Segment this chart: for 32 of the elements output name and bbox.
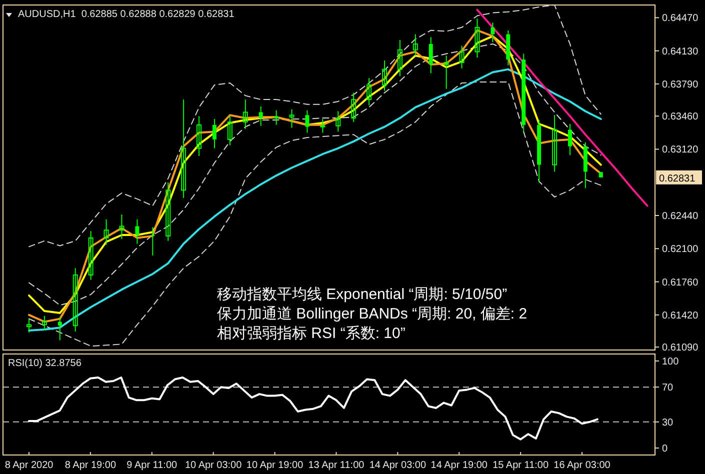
- y-tick-label: 0.64470: [662, 13, 699, 24]
- y-tick-label: 0.62440: [662, 211, 699, 222]
- x-tick-label: 8 Apr 19:00: [64, 460, 116, 471]
- annotation: 相对强弱指标 RSI “系数: 10”: [217, 325, 406, 342]
- x-tick-label: 15 Apr 11:00: [492, 460, 549, 471]
- y-tick-label: 0.63460: [662, 112, 699, 123]
- x-tick-label: 13 Apr 11:00: [308, 460, 365, 471]
- x-tick-label: 16 Apr 03:00: [554, 460, 611, 471]
- x-tick-label: 14 Apr 03:00: [369, 460, 426, 471]
- line-series: [476, 8, 648, 207]
- x-tick-label: 9 Apr 11:00: [126, 460, 178, 471]
- line-series: [28, 376, 598, 440]
- x-tick-label: 10 Apr 19:00: [246, 460, 304, 471]
- y-tick-label: 0.63790: [662, 79, 699, 90]
- x-tick-label: 10 Apr 03:00: [184, 460, 242, 471]
- chart-title: RSI(10) 32.8756: [8, 358, 82, 369]
- annotation: 保力加通道 Bollinger BANDs “周期: 20, 偏差: 2: [217, 306, 528, 322]
- y-tick-label: 100: [662, 356, 680, 368]
- y-tick-label: 0.61090: [662, 342, 699, 354]
- chart-title: AUDUSD,H1 0.62885 0.62888 0.62829 0.62831: [18, 9, 235, 20]
- x-tick-label: 8 Apr 2020: [4, 460, 54, 471]
- y-tick-label: 30: [662, 417, 674, 428]
- y-tick-label: 0.64130: [662, 46, 699, 58]
- y-tick-label: 0.62100: [662, 244, 699, 256]
- y-tick-label: 0.61760: [662, 277, 699, 288]
- annotation: 移动指数平均线 Exponential “周期: 5/10/50”: [217, 286, 508, 303]
- y-tick-label: 0.61420: [662, 310, 699, 322]
- text: 0.62831: [659, 173, 696, 184]
- x-tick-label: 14 Apr 19:00: [430, 460, 488, 471]
- y-tick-label: 0.63120: [662, 144, 699, 156]
- y-tick-label: 70: [662, 382, 674, 394]
- y-tick-label: 0: [662, 444, 668, 455]
